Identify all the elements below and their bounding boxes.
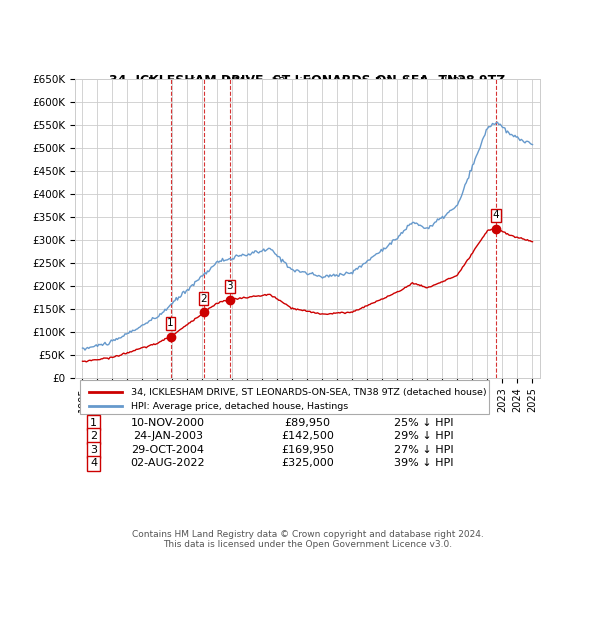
Text: 2: 2 — [200, 294, 207, 304]
Text: 2: 2 — [90, 432, 97, 441]
Text: 10-NOV-2000: 10-NOV-2000 — [131, 418, 205, 428]
Text: 27% ↓ HPI: 27% ↓ HPI — [394, 445, 454, 455]
Text: £325,000: £325,000 — [281, 458, 334, 469]
Text: 34, ICKLESHAM DRIVE, ST LEONARDS-ON-SEA, TN38 9TZ: 34, ICKLESHAM DRIVE, ST LEONARDS-ON-SEA,… — [109, 74, 506, 87]
Text: Price paid vs. HM Land Registry's House Price Index (HPI): Price paid vs. HM Land Registry's House … — [148, 78, 467, 87]
Text: 02-AUG-2022: 02-AUG-2022 — [131, 458, 205, 469]
Text: £142,500: £142,500 — [281, 432, 334, 441]
Text: £89,950: £89,950 — [284, 418, 331, 428]
Text: 25% ↓ HPI: 25% ↓ HPI — [394, 418, 454, 428]
Text: 4: 4 — [493, 210, 500, 220]
Text: 29-OCT-2004: 29-OCT-2004 — [131, 445, 205, 455]
Text: 29% ↓ HPI: 29% ↓ HPI — [394, 432, 454, 441]
Text: 24-JAN-2003: 24-JAN-2003 — [133, 432, 203, 441]
Text: 34, ICKLESHAM DRIVE, ST LEONARDS-ON-SEA, TN38 9TZ (detached house): 34, ICKLESHAM DRIVE, ST LEONARDS-ON-SEA,… — [131, 388, 487, 397]
Text: 1: 1 — [167, 319, 174, 329]
Text: Contains HM Land Registry data © Crown copyright and database right 2024.
This d: Contains HM Land Registry data © Crown c… — [131, 530, 484, 549]
Text: 3: 3 — [90, 445, 97, 455]
Text: 39% ↓ HPI: 39% ↓ HPI — [394, 458, 454, 469]
Text: £169,950: £169,950 — [281, 445, 334, 455]
Text: 3: 3 — [227, 281, 233, 291]
Text: 4: 4 — [90, 458, 97, 469]
Text: HPI: Average price, detached house, Hastings: HPI: Average price, detached house, Hast… — [131, 402, 348, 411]
Text: 1: 1 — [90, 418, 97, 428]
